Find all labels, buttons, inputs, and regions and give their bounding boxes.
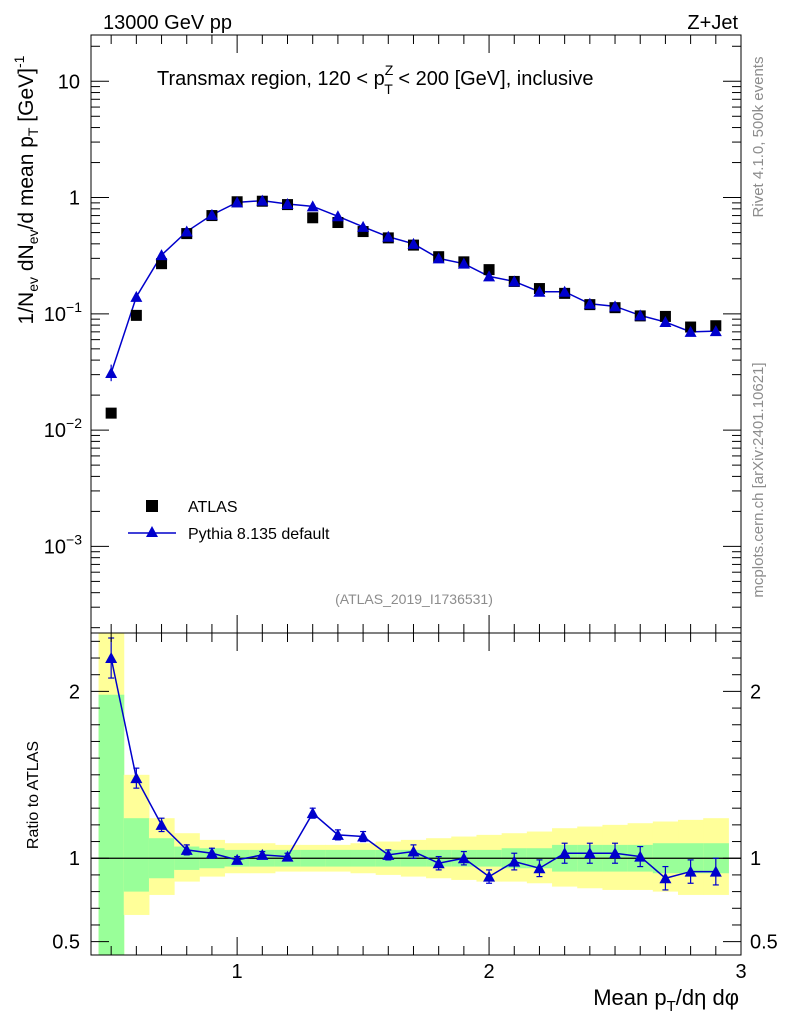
ratio-data-point bbox=[709, 865, 722, 877]
pythia-data-point bbox=[130, 290, 143, 302]
main-axis-layer: 10 1 10−1 10−2 10−3 bbox=[44, 35, 742, 633]
ratio-data-point bbox=[256, 848, 269, 860]
ratio-data-point bbox=[659, 872, 672, 884]
ratio-axis-layer: 1 2 3 2 2 1 1 0.5 0.5 bbox=[52, 633, 778, 983]
pythia-data-point bbox=[281, 198, 294, 210]
y-tick-label: 10−2 bbox=[44, 415, 82, 442]
ratio-frame bbox=[90, 632, 742, 956]
ratio-y-tick-label-left: 2 bbox=[69, 681, 80, 703]
pythia-data-point bbox=[483, 270, 496, 282]
pythia-data-point bbox=[306, 200, 319, 212]
pythia-data-point bbox=[634, 309, 647, 321]
ratio-data-point bbox=[331, 828, 344, 840]
legend: ATLAS Pythia 8.135 default bbox=[128, 499, 330, 543]
ratio-data-point bbox=[155, 818, 168, 830]
ratio-band-inner bbox=[98, 694, 125, 955]
ratio-data-point bbox=[583, 847, 596, 859]
atlas-data-point bbox=[130, 309, 142, 321]
header-process: Z+Jet bbox=[687, 12, 738, 34]
ratio-data-point bbox=[130, 772, 143, 784]
ratio-y-tick-label-right: 2 bbox=[750, 681, 761, 703]
x-tick-label: 2 bbox=[483, 961, 494, 983]
pythia-data-point bbox=[583, 297, 596, 309]
pythia-data-point bbox=[684, 325, 697, 337]
pythia-data-point bbox=[659, 316, 672, 328]
ratio-data-point bbox=[457, 852, 470, 864]
x-tick-label: 3 bbox=[735, 961, 746, 983]
ratio-data-point bbox=[407, 845, 420, 857]
pythia-data-point bbox=[382, 230, 395, 242]
ratio-data-point bbox=[483, 870, 496, 882]
pythia-data-point bbox=[357, 220, 370, 232]
ratio-panel: 1 2 3 2 2 1 1 0.5 0.5 Ratio to ATLAS Mean pT/dη … bbox=[25, 632, 778, 1015]
legend-pythia-label: Pythia 8.135 default bbox=[188, 526, 330, 543]
pythia-data-point bbox=[331, 210, 344, 222]
pythia-data-point bbox=[256, 194, 269, 206]
ratio-y-tick-label-right: 0.5 bbox=[750, 932, 778, 954]
pythia-data-point bbox=[432, 252, 445, 264]
pythia-data-point bbox=[205, 208, 218, 220]
mcplots-text: mcplots.cern.ch [arXiv:2401.10621] bbox=[750, 362, 767, 597]
ratio-data-point bbox=[382, 848, 395, 860]
main-y-axis-label: 1/Nev dNev/d mean pT [GeV]-1 bbox=[11, 55, 41, 324]
ratio-data-point bbox=[533, 862, 546, 874]
main-series-layer bbox=[105, 194, 722, 419]
y-tick-label: 10 bbox=[58, 71, 80, 93]
pythia-data-point bbox=[558, 285, 571, 297]
pythia-data-point bbox=[407, 237, 420, 249]
pythia-data-point bbox=[105, 366, 118, 378]
main-frame bbox=[90, 34, 742, 634]
ratio-data-point bbox=[306, 807, 319, 819]
ratio-y-tick-label-left: 1 bbox=[69, 848, 80, 870]
atlas-data-point bbox=[105, 407, 117, 419]
x-axis-label: Mean pT/dη dφ bbox=[593, 985, 739, 1015]
ratio-data-point bbox=[231, 853, 244, 865]
ratio-data-point bbox=[205, 847, 218, 859]
ratio-data-point bbox=[508, 855, 521, 867]
ratio-y-tick-label-left: 0.5 bbox=[52, 932, 80, 954]
y-tick-label: 10−3 bbox=[44, 531, 82, 558]
pythia-data-point bbox=[180, 225, 193, 237]
atlas-data-point bbox=[156, 258, 168, 270]
y-tick-label: 1 bbox=[69, 188, 80, 210]
legend-atlas-marker bbox=[146, 500, 158, 512]
ratio-data-point bbox=[432, 857, 445, 869]
ratio-series-layer bbox=[105, 637, 722, 891]
pythia-data-point bbox=[533, 285, 546, 297]
atlas-data-point bbox=[483, 264, 495, 276]
pythia-data-point bbox=[508, 275, 521, 287]
ratio-data-point bbox=[609, 847, 622, 859]
main-panel: 10 1 10−1 10−2 10−3 Transmax region, 120 < p… bbox=[11, 34, 742, 634]
pythia-data-point bbox=[609, 300, 622, 312]
ratio-data-point bbox=[281, 850, 294, 862]
header-energy: 13000 GeV pp bbox=[103, 12, 232, 34]
legend-atlas-label: ATLAS bbox=[188, 499, 238, 516]
y-tick-label: 10−1 bbox=[44, 299, 82, 326]
rivet-version-text: Rivet 4.1.0, 500k events bbox=[750, 57, 767, 218]
ratio-bands-layer bbox=[91, 633, 741, 955]
legend-pythia-marker bbox=[146, 526, 158, 537]
ratio-y-axis-label: Ratio to ATLAS bbox=[25, 741, 42, 849]
pythia-data-point bbox=[231, 196, 244, 208]
main-title: Transmax region, 120 < pZ T < 200 [GeV], … bbox=[157, 62, 594, 97]
ratio-data-point bbox=[558, 847, 571, 859]
ratio-data-point bbox=[105, 652, 118, 664]
atlas-data-point bbox=[307, 212, 319, 224]
analysis-id-watermark: (ATLAS_2019_I1736531) bbox=[335, 591, 493, 607]
ratio-y-tick-label-right: 1 bbox=[750, 848, 761, 870]
ratio-data-point bbox=[684, 865, 697, 877]
pythia-data-point bbox=[155, 249, 168, 261]
ratio-data-point bbox=[634, 850, 647, 862]
x-tick-label: 1 bbox=[232, 961, 243, 983]
pythia-data-point bbox=[709, 325, 722, 337]
pythia-curve bbox=[110, 199, 716, 374]
atlas-data-point bbox=[332, 217, 344, 229]
ratio-data-point bbox=[180, 843, 193, 855]
ratio-band-inner bbox=[123, 818, 150, 892]
ratio-data-point bbox=[357, 830, 370, 842]
pythia-data-point bbox=[457, 257, 470, 269]
